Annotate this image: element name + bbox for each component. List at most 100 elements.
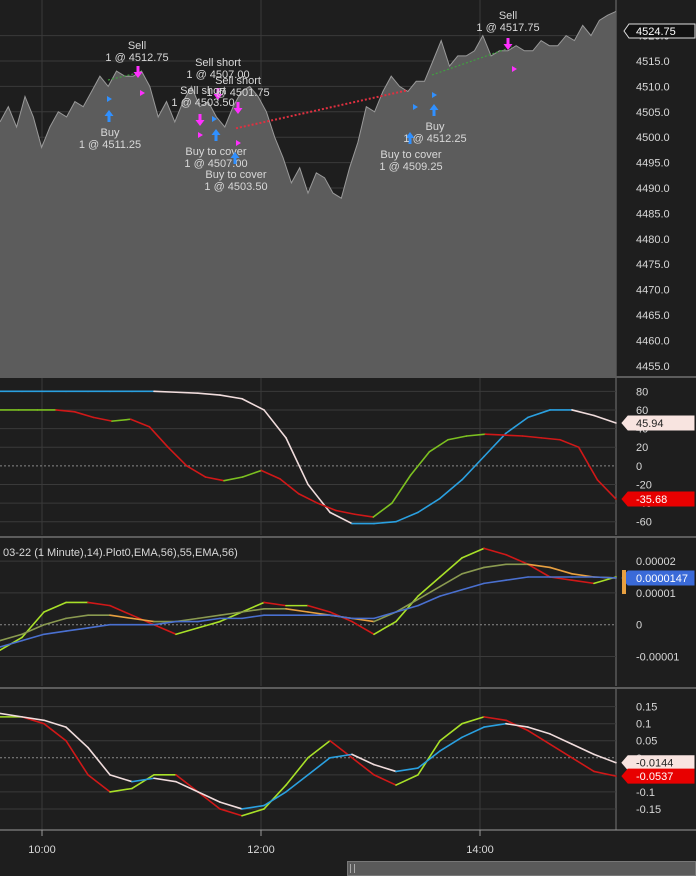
series-segment xyxy=(0,712,23,718)
sell-arrow-icon[interactable] xyxy=(133,66,143,78)
series-segment xyxy=(185,465,207,478)
series-segment xyxy=(109,774,133,783)
series-segment xyxy=(593,753,617,764)
trade-detail: 1 @ 4507.00 xyxy=(184,158,247,170)
series-segment xyxy=(484,433,505,436)
series-segment xyxy=(483,563,507,569)
sell-arrow-icon[interactable] xyxy=(503,38,513,50)
series-segment xyxy=(43,630,67,636)
series-segment xyxy=(65,614,89,620)
last-price-label: 4524.75 xyxy=(636,26,676,38)
series-segment xyxy=(131,774,155,790)
series-segment xyxy=(417,595,441,607)
series-segment xyxy=(241,804,265,810)
series-segment xyxy=(483,716,507,722)
horizontal-scroll-track[interactable] xyxy=(0,861,347,876)
series-segment xyxy=(92,416,113,422)
series-segment xyxy=(483,722,507,728)
series-segment xyxy=(241,469,263,478)
buy-arrow-icon[interactable] xyxy=(104,110,114,122)
horizontal-scrollbar-thumb[interactable] xyxy=(347,861,696,876)
series-segment xyxy=(549,733,573,745)
series-segment xyxy=(395,604,419,613)
price-tick-label: 4455.0 xyxy=(636,361,670,373)
series-segment xyxy=(465,433,487,437)
series-segment xyxy=(148,425,169,448)
execution-flag-icon xyxy=(413,104,418,110)
series-segment xyxy=(483,432,507,458)
trade-label: Sell short xyxy=(215,75,261,87)
series-segment xyxy=(131,617,155,623)
series-segment xyxy=(43,601,67,613)
series-segment xyxy=(503,434,524,437)
sell-arrow-icon[interactable] xyxy=(233,102,243,114)
osc-tick-label: 0.00001 xyxy=(636,588,676,600)
series-segment xyxy=(373,611,397,620)
series-segment xyxy=(353,513,375,518)
trade-label: Buy xyxy=(426,121,445,133)
buy-arrow-icon[interactable] xyxy=(429,104,439,116)
series-segment xyxy=(395,774,419,786)
sell-arrow-icon[interactable] xyxy=(195,114,205,126)
series-segment xyxy=(549,566,573,575)
series-segment xyxy=(223,476,244,482)
series-segment xyxy=(153,623,177,636)
series-segment xyxy=(439,722,463,742)
price-tick-label: 4485.0 xyxy=(636,208,670,220)
series-segment xyxy=(219,611,243,623)
buy-arrow-icon[interactable] xyxy=(405,132,415,144)
trade-label: Buy to cover xyxy=(185,146,246,158)
time-tick-label: 10:00 xyxy=(28,844,56,856)
series-segment xyxy=(279,478,300,495)
trade-connector-win xyxy=(107,71,141,81)
series-segment xyxy=(461,716,485,725)
price-tick-label: 4465.0 xyxy=(636,310,670,322)
series-segment xyxy=(593,414,617,424)
series-segment xyxy=(263,791,287,807)
series-segment xyxy=(351,756,375,776)
series-segment xyxy=(439,573,463,588)
series-segment xyxy=(395,598,419,613)
series-segment xyxy=(483,579,507,585)
trade-label: Buy to cover xyxy=(205,169,266,181)
trade-detail: 1 @ 4517.75 xyxy=(476,22,539,34)
price-tick-label: 4470.0 xyxy=(636,285,670,297)
series-segment xyxy=(167,446,188,467)
buy-arrow-icon[interactable] xyxy=(211,129,221,141)
osc-tick-label: -0.15 xyxy=(636,804,661,816)
series-segment xyxy=(87,746,111,776)
series-segment xyxy=(527,563,551,578)
series-segment xyxy=(417,497,441,514)
osc-tick-label: 80 xyxy=(636,386,648,398)
series-segment xyxy=(373,763,397,773)
execution-flag-icon xyxy=(236,140,241,146)
execution-flag-icon xyxy=(140,90,145,96)
series-segment xyxy=(241,397,265,411)
osc-tick-label: -0.1 xyxy=(636,787,655,799)
series-segment xyxy=(439,736,463,752)
series-segment xyxy=(21,716,45,722)
series-segment xyxy=(129,418,151,428)
sell-arrow-icon[interactable] xyxy=(213,88,223,100)
series-segment xyxy=(571,756,595,773)
series-segment xyxy=(175,774,199,793)
series-segment xyxy=(571,409,595,417)
trade-detail: 1 @ 4509.25 xyxy=(379,161,442,173)
series-segment xyxy=(351,753,375,766)
series-segment xyxy=(175,780,199,793)
value-tag xyxy=(621,415,695,431)
osc-tick-label: -0.00001 xyxy=(636,652,679,664)
osc-tick-label: -60 xyxy=(636,517,652,529)
series-segment xyxy=(483,547,507,556)
series-segment xyxy=(197,620,221,629)
series-segment xyxy=(505,553,529,566)
buy-arrow-icon[interactable] xyxy=(230,152,240,164)
series-segment xyxy=(351,620,375,636)
series-segment xyxy=(527,726,551,735)
trade-connector-loss xyxy=(235,89,409,130)
series-segment xyxy=(461,566,485,575)
series-segment xyxy=(65,739,89,776)
series-segment xyxy=(571,743,595,756)
series-segment xyxy=(43,719,67,728)
